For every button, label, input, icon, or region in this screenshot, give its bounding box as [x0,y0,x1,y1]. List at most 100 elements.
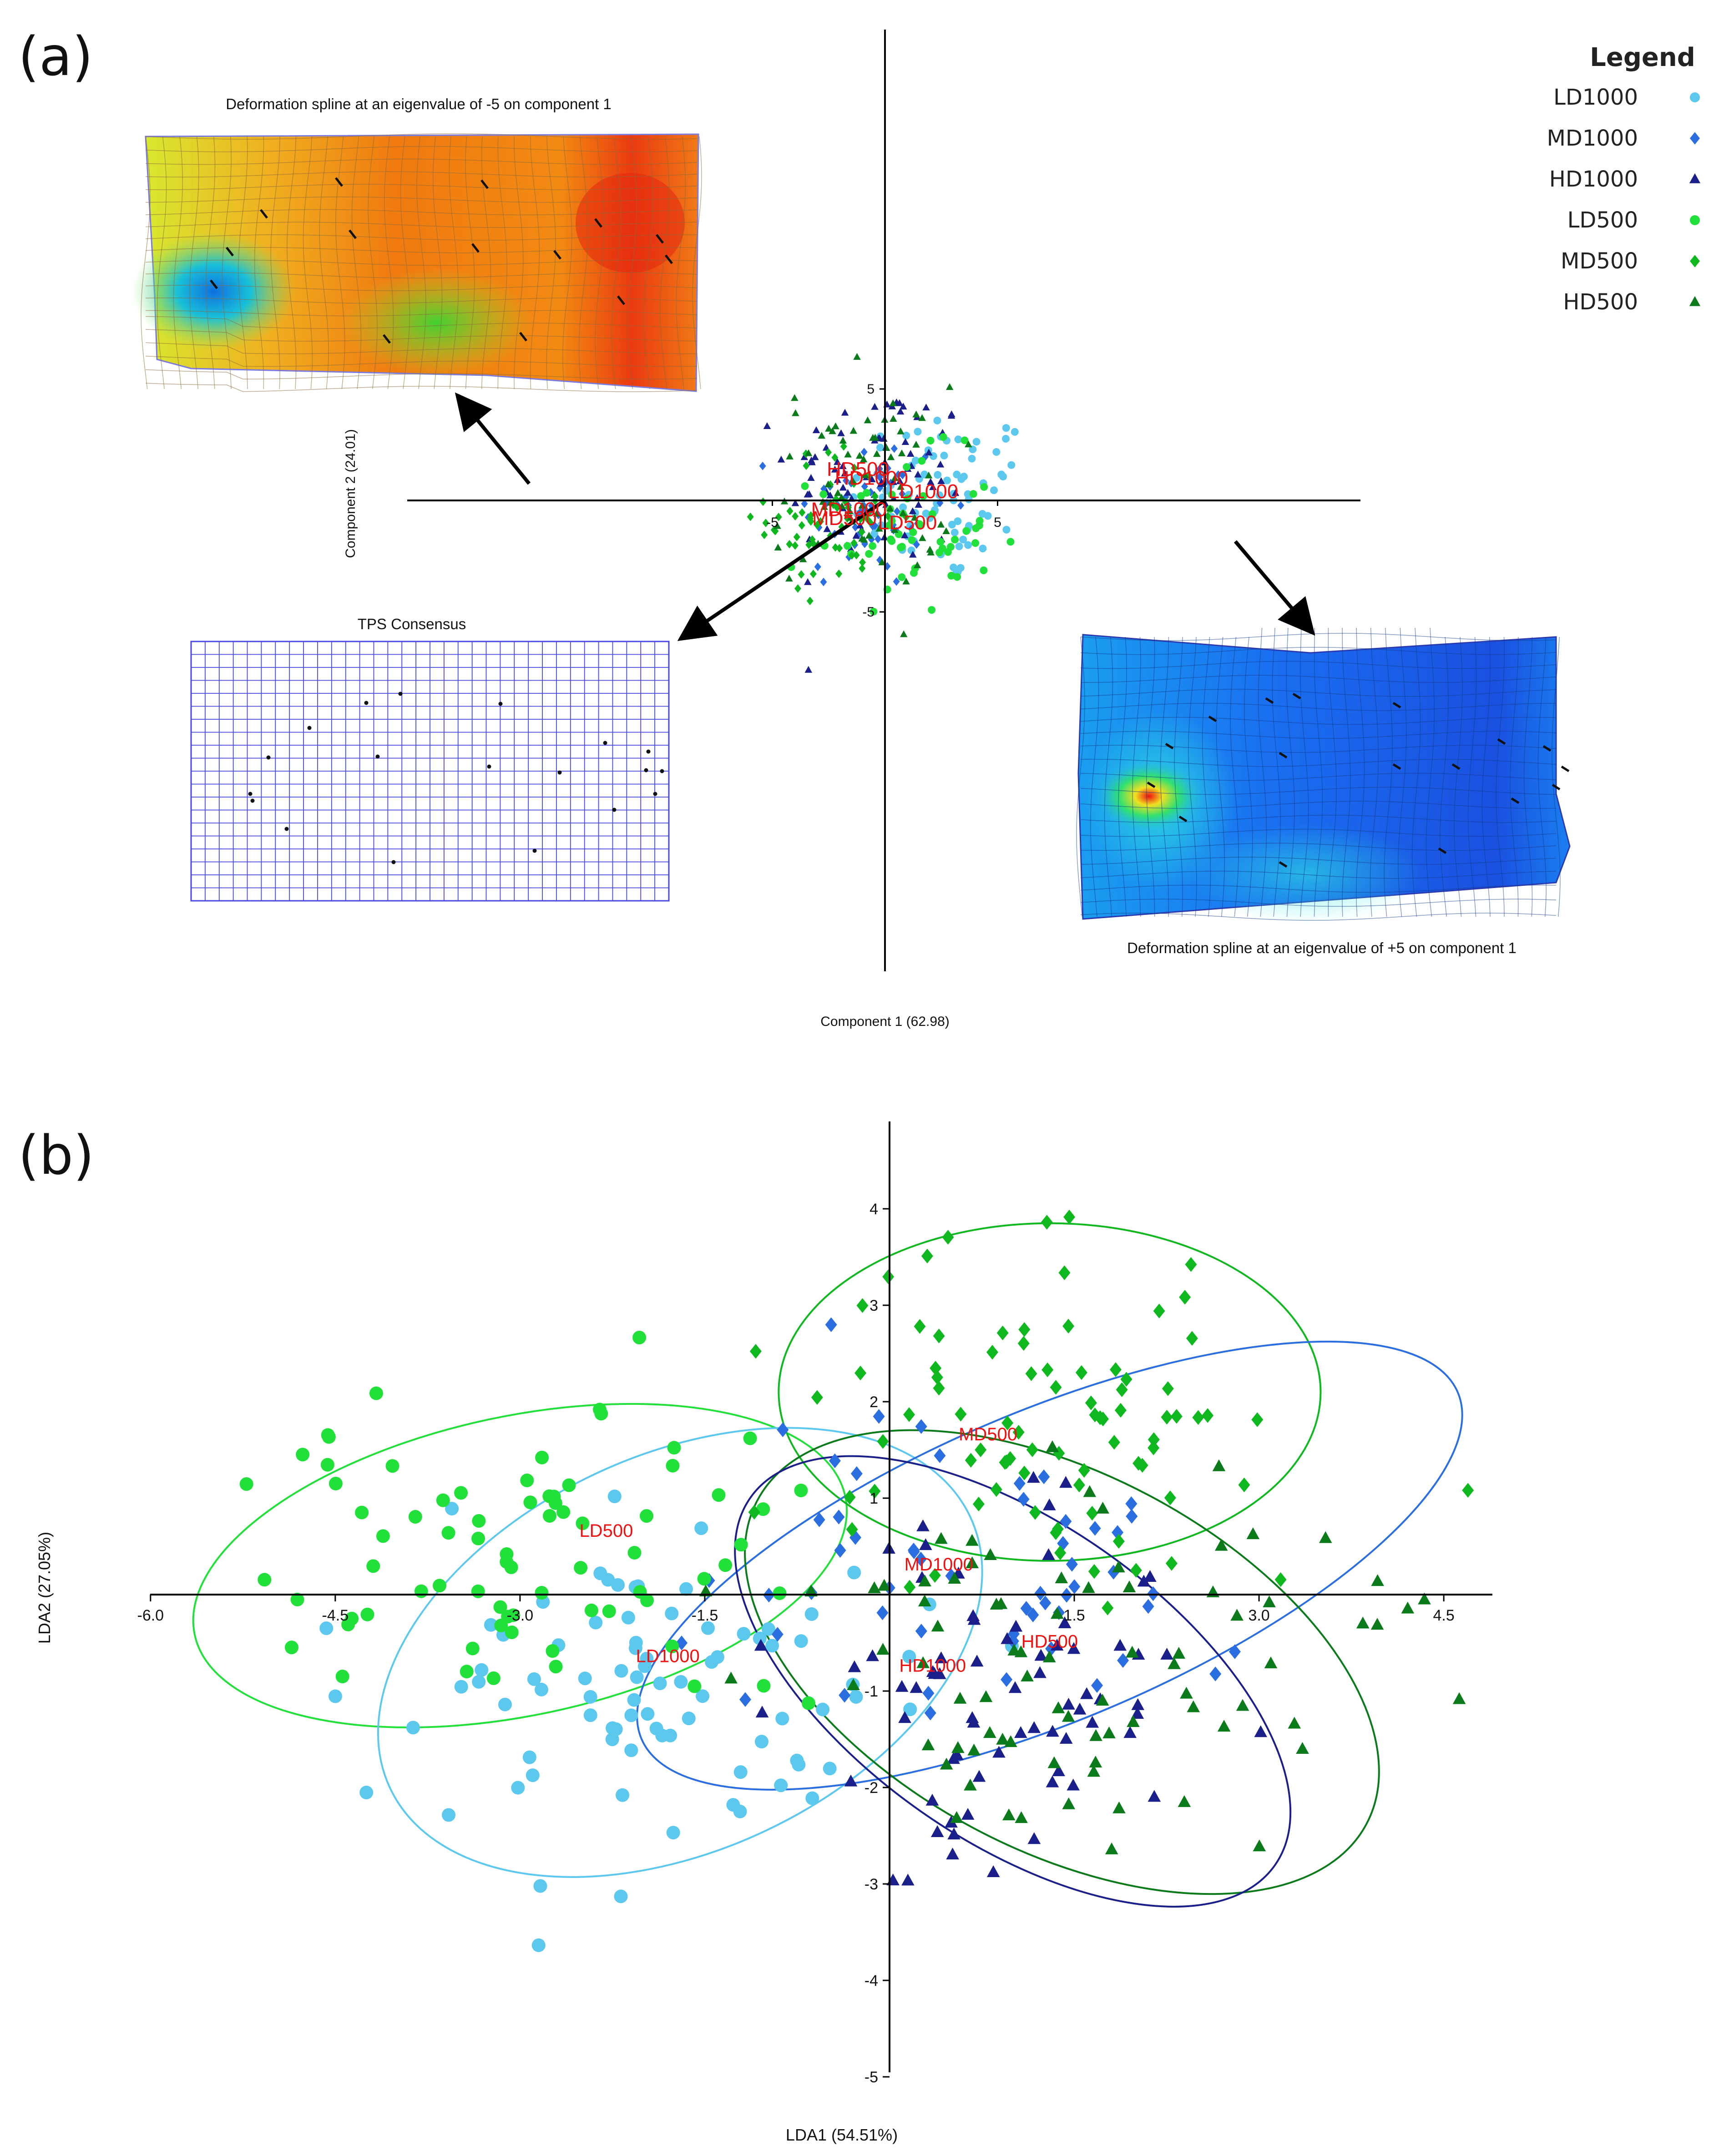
lda-point-md500 [1058,1265,1071,1280]
lda-point-hd1000 [1131,1698,1145,1710]
lda-point-ld1000 [694,1521,708,1535]
pca-point-ld500 [918,457,926,465]
lda-point-hd500 [948,1571,961,1584]
pca-point-hd500 [853,353,861,360]
lda-point-md500 [972,1496,985,1512]
pca-point-hd1000 [901,531,909,539]
lda-ellipse-hd500 [744,1429,1380,1895]
pca-point-hd500 [832,422,839,429]
pca-point-ld500 [869,542,877,550]
pca-point-md1000 [876,465,883,473]
pca-point-ld1000 [935,491,944,500]
pca-point-md500 [871,492,879,500]
lda-x-tick-label: 1.5 [1063,1607,1085,1624]
pca-point-md1000 [860,448,868,456]
pca-ticks: -5 5 -5 5 [766,382,1001,620]
lda-point-md500 [955,1407,967,1422]
lda-point-ld500 [408,1510,422,1524]
lda-point-md1000 [1017,1492,1030,1507]
lda-point-md500 [869,1484,881,1499]
lda-point-hd1000 [895,1680,909,1692]
lda-point-hd500 [1172,1646,1186,1659]
lda-point-ld500 [322,1430,336,1444]
pca-point-ld1000 [922,510,930,518]
lda-point-md500 [1086,1505,1098,1521]
legend-marker-md1000 [1690,132,1700,145]
lda-point-hd500 [916,1656,930,1668]
pca-point-hd1000 [947,412,955,419]
lda-point-ld500 [500,1547,514,1561]
pca-point-hd1000 [868,475,876,482]
pca-point-ld500 [969,490,977,498]
pca-point-hd500 [887,453,895,460]
pca-point-hd500 [838,502,846,510]
lda-point-md500 [811,1390,823,1405]
lda-point-md500 [1130,1563,1142,1578]
lda-x-tick-label: 4.5 [1433,1607,1455,1624]
pca-point-hd500 [912,440,920,448]
lda-point-hd500 [1126,1646,1139,1658]
lda-point-hd1000 [1014,1726,1027,1738]
pca-point-hd500 [839,436,847,444]
lda-point-hd1000 [1137,1575,1151,1587]
pca-point-md500 [794,584,801,593]
lda-point-hd1000 [966,1711,979,1723]
pca-point-ld1000 [968,454,976,463]
pca-point-ld1000 [979,545,987,553]
pca-point-ld1000 [960,472,968,480]
lda-point-hd500 [1187,1700,1200,1712]
pca-point-md500 [840,442,847,451]
lda-point-md500 [1017,1336,1030,1351]
lda-point-ld500 [454,1486,468,1500]
lda-point-hd1000 [1050,1639,1064,1651]
lda-point-md500 [1075,1365,1087,1380]
lda-point-hd500 [1052,1701,1065,1713]
lda-point-md500 [986,1345,998,1360]
pca-point-hd1000 [913,494,921,501]
lda-point-ld1000 [359,1786,374,1800]
pca-point-hd500 [820,503,828,510]
lda-point-hd500 [1021,1669,1034,1681]
lda-point-ld1000 [319,1621,334,1636]
lda-point-ld500 [593,1403,607,1417]
lda-point-ld500 [239,1477,253,1491]
pca-point-md500 [817,517,824,526]
lda-point-ld1000 [589,1616,603,1630]
lda-point-hd1000 [972,1770,986,1782]
pca-point-ld1000 [943,476,951,485]
pca-point-hd500 [886,505,894,512]
lda-point-md1000 [1089,1521,1101,1536]
lda-point-md500 [1097,1411,1109,1427]
lda-point-ld500 [794,1484,808,1498]
pca-point-hd1000 [805,490,813,497]
lda-ellipses [192,1222,1463,1908]
lda-point-md500 [965,1453,977,1468]
lda-point-md500 [1179,1290,1191,1305]
lda-point-md500 [931,1370,943,1385]
lda-point-ld1000 [606,1721,620,1735]
pca-point-hd1000 [847,545,855,552]
lda-point-ld1000 [445,1502,459,1516]
lda-point-ld1000 [454,1680,468,1694]
lda-point-md500 [933,1328,945,1343]
lda-point-md1000 [915,1551,927,1567]
lda-y-tick-label: 4 [870,1201,878,1218]
pca-point-hd500 [890,415,897,422]
pca-point-hd500 [858,501,866,509]
lda-point-ld1000 [583,1708,597,1722]
lda-point-ld500 [562,1478,576,1492]
lda-point-md500 [1185,1257,1197,1272]
lda-point-ld500 [734,1538,748,1552]
lda-point-ld1000 [593,1566,607,1580]
lda-point-ld500 [543,1509,557,1523]
inset-left-title: Deformation spline at an eigenvalue of -… [226,96,612,112]
lda-point-md500 [1202,1408,1214,1423]
pca-point-ld1000 [852,474,860,482]
lda-point-hd500 [878,1579,891,1591]
pca-point-ld1000 [972,438,981,446]
pca-point-ld1000 [990,486,998,495]
pca-point-hd500 [897,483,905,490]
pca-point-hd1000 [877,480,885,487]
lda-point-hd500 [918,1595,931,1607]
